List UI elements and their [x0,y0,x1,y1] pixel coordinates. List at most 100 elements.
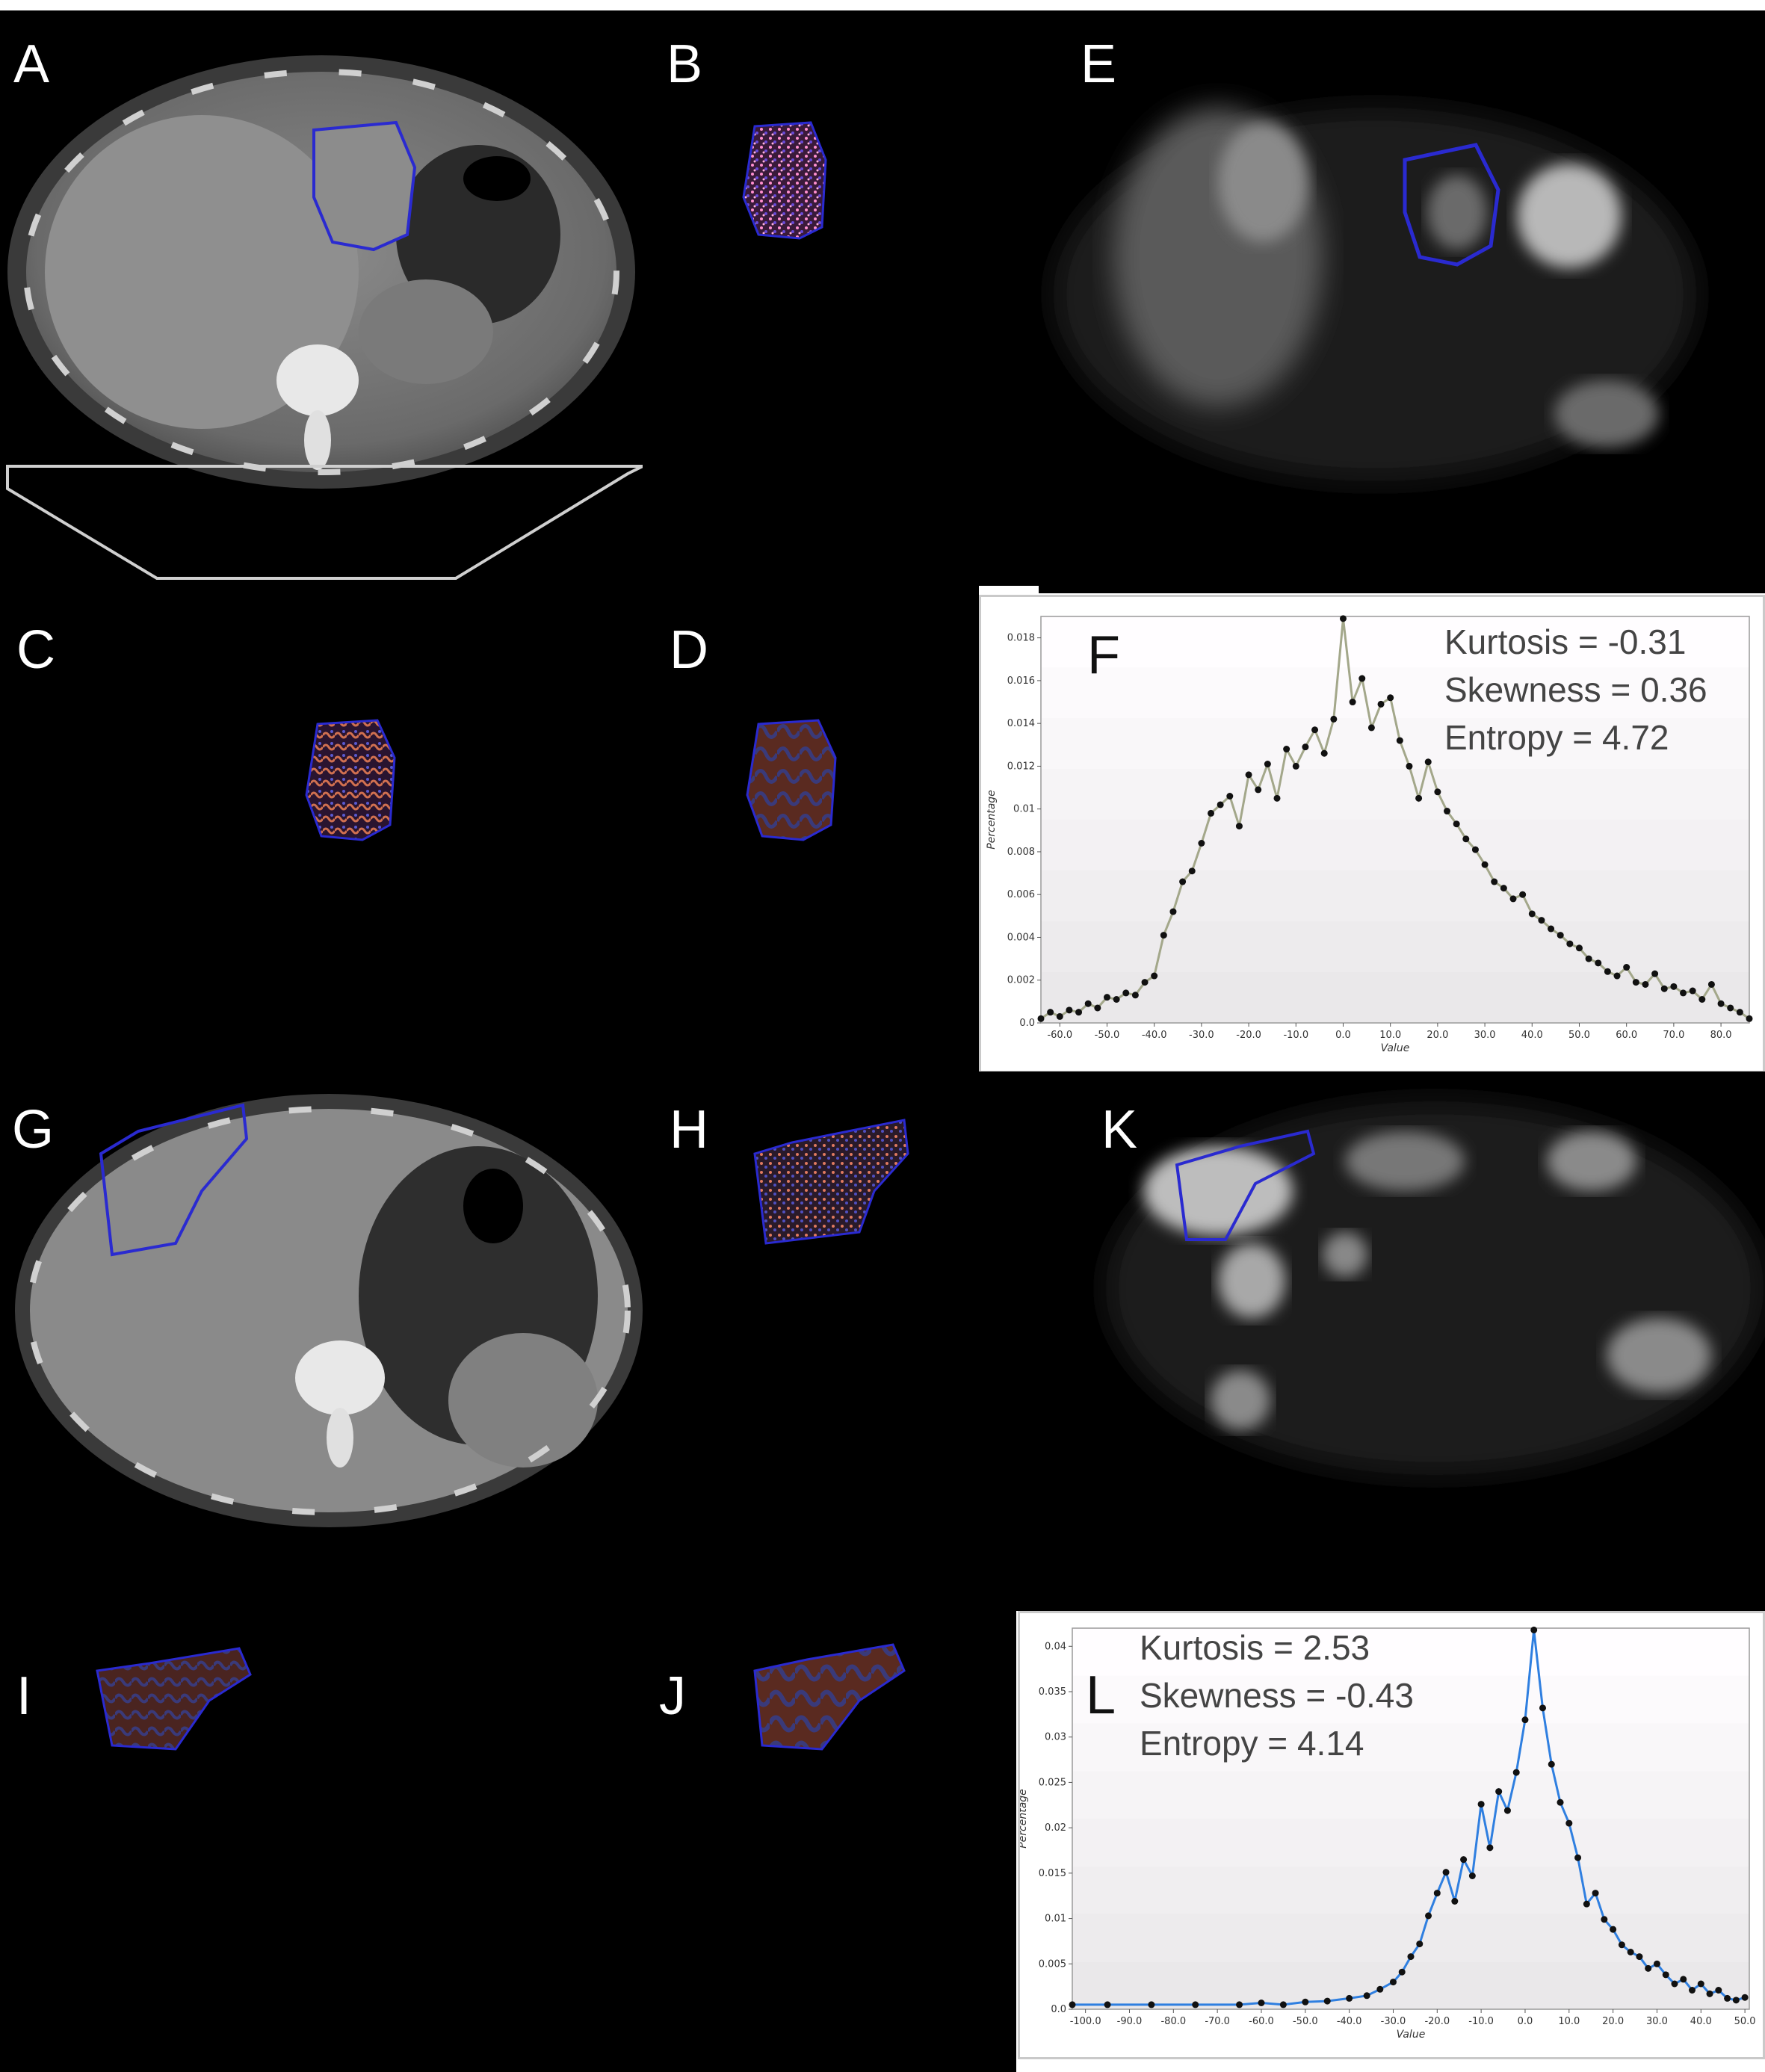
chart-f-data-point [1548,925,1555,933]
background-fill [1016,1559,1765,1611]
chart-f-x-tick-label: 0.0 [1335,1030,1351,1041]
chart-l-x-tick-label: 20.0 [1602,2016,1624,2027]
chart-f-data-point [1103,994,1110,1001]
chart-f-data-point [1245,771,1252,779]
chart-f-data-point [1519,891,1527,898]
chart-f-data-point [1566,940,1574,947]
chart-l-data-point [1148,2001,1155,2008]
chart-f-y-tick-label: 0.002 [1007,975,1035,986]
chart-f-data-point [1396,737,1403,744]
panel-d-texture-map: D [643,586,979,1071]
texture-map-c [305,719,396,841]
stats-block-l: Kurtosis = 2.53 Skewness = -0.43 Entropy… [1140,1624,1414,1767]
chart-f-y-tick-label: 0.006 [1007,889,1035,900]
chart-l-data-point [1433,1890,1441,1897]
chart-f-y-axis-title: Percentage [986,790,998,850]
panel-k-pet-scan: K [1091,1071,1765,1565]
chart-l-data-point [1477,1801,1485,1808]
panel-label-i: I [16,1666,32,1726]
chart-f-y-tick-label: 0.014 [1007,718,1035,729]
chart-f-x-tick-label: -20.0 [1236,1030,1261,1041]
chart-l-data-point [1407,1953,1415,1961]
chart-l-data-point [1503,1807,1511,1814]
chart-l-data-point [1521,1716,1529,1724]
chart-f-data-point [1283,746,1290,753]
chart-l-x-tick-label: 50.0 [1734,2016,1756,2027]
chart-l-x-tick-label: 40.0 [1690,2016,1712,2027]
panel-label-e: E [1081,34,1117,94]
panel-label-k: K [1101,1100,1138,1160]
texture-map-h [753,1119,909,1245]
chart-l-x-tick-label: -50.0 [1293,2016,1318,2027]
panel-label-g: G [12,1100,55,1160]
texture-map-i [96,1647,252,1751]
chart-f-data-point [1330,715,1338,723]
chart-l-data-point [1706,1990,1713,1997]
chart-f-data-point [1585,955,1592,962]
chart-l-x-tick-label: -100.0 [1070,2016,1101,2027]
chart-l-data-point [1671,1980,1678,1988]
chart-f-data-point [1273,794,1281,802]
chart-f-data-point [1367,724,1375,732]
chart-f-data-point [1037,1015,1045,1022]
chart-l-x-tick-label: -70.0 [1205,2016,1230,2027]
chart-f-data-point [1471,846,1479,853]
chart-l-data-point [1601,1916,1608,1923]
chart-f-data-point [1424,758,1432,766]
chart-l-data-point [1565,1819,1573,1827]
chart-f-plot-frame [1040,616,1750,1024]
chart-f-x-tick-label: -50.0 [1095,1030,1120,1041]
chart-f-data-point [1349,699,1356,706]
chart-l-data-point [1279,2001,1287,2008]
chart-l-data-point [1323,1997,1331,2005]
chart-f-data-point [1075,1009,1083,1016]
chart-f-data-point [1113,996,1120,1003]
panel-c-texture-map: C [0,586,643,1071]
chart-f-x-tick-label: 40.0 [1521,1030,1543,1041]
panel-label-f: F [1087,625,1120,685]
chart-f-y-tick-label: 0.008 [1007,847,1035,858]
chart-f-data-point [1698,996,1706,1003]
chart-f-x-tick-label: -10.0 [1283,1030,1308,1041]
chart-f-y-tick-label: 0.004 [1007,932,1035,943]
chart-l-data-point [1236,2001,1243,2008]
roi-outline-g [99,1103,249,1257]
roi-outline-a [312,120,417,252]
ct-scan-image-a [6,55,643,580]
chart-l-x-tick-label: -30.0 [1381,2016,1406,2027]
chart-l-data-point [1724,1994,1731,2002]
chart-l-data-point [1715,1987,1722,1994]
chart-l-data-point [1363,1992,1370,2000]
chart-f-data-point [1217,801,1224,808]
chart-f-data-point [1660,985,1668,992]
chart-l-data-point [1583,1900,1590,1908]
chart-f-data-point [1707,980,1715,988]
panel-label-l: L [1086,1666,1116,1725]
chart-l-bg-band [1072,1628,1749,1676]
chart-f-bg-band [1041,718,1749,769]
chart-f-data-point [1481,861,1489,868]
panel-label-j: J [659,1666,686,1726]
chart-l-x-tick-label: -60.0 [1249,2016,1274,2027]
chart-l-data-point [1662,1971,1669,1979]
pet-scan-image-k [1106,1101,1764,1475]
chart-f-data-point [1717,1000,1725,1007]
chart-f-data-point [1736,1009,1743,1016]
chart-f-y-tick-label: 0.012 [1007,761,1035,772]
chart-l-x-tick-label: 10.0 [1558,2016,1580,2027]
chart-l-data-point [1192,2001,1199,2008]
chart-l-data-point [1258,2000,1265,2006]
chart-l-x-tick-label: -90.0 [1117,2016,1143,2027]
panel-j-texture-map: J [643,1559,1016,2072]
roi-outline-k [1175,1129,1316,1241]
chart-f-x-tick-label: -60.0 [1047,1030,1072,1041]
chart-f-y-tick-label: 0.016 [1007,675,1035,687]
chart-f-data-point [1377,700,1385,708]
stats-block-f: Kurtosis = -0.31 Skewness = 0.36 Entropy… [1444,618,1707,761]
chart-f-data-point [1500,885,1507,892]
panel-g-ct-scan: G [0,1071,673,1559]
chart-l-data-point [1548,1760,1555,1768]
chart-f-data-point [1538,917,1545,924]
chart-l-plot-frame [1072,1627,1750,2010]
chart-f-data-point [1179,878,1187,885]
